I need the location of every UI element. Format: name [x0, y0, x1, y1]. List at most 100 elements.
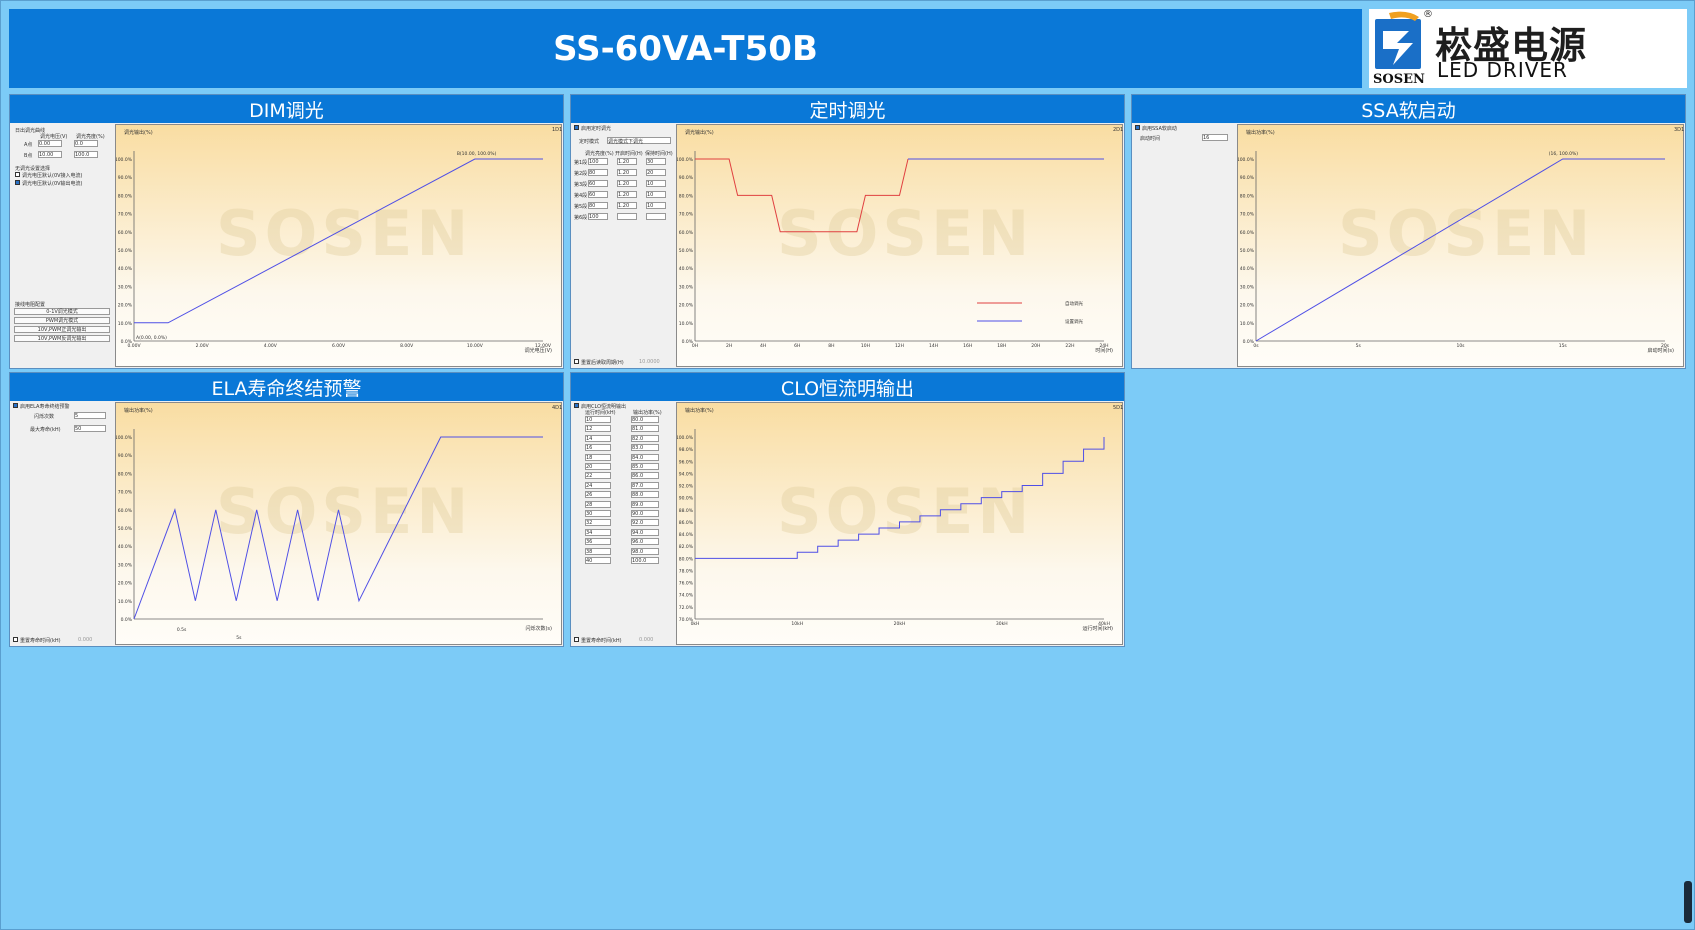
y-tick-label: 70.0% — [1240, 212, 1255, 218]
mode-button-2[interactable]: PWM调光模式 — [14, 317, 110, 324]
radio-option-1[interactable] — [15, 172, 20, 177]
point-a-percent[interactable]: 0.0 — [74, 140, 98, 147]
y-tick-label: 0.0% — [121, 617, 133, 623]
y-tick-label: 92.0% — [679, 484, 694, 490]
segment-start[interactable]: 1.20 — [617, 191, 637, 198]
reset-checkbox[interactable] — [574, 637, 579, 642]
clo-power-input[interactable]: 90.0 — [631, 510, 659, 517]
segment-brightness[interactable]: 60 — [588, 180, 608, 187]
clo-power-input[interactable]: 89.0 — [631, 500, 659, 508]
clo-power-input[interactable]: 82.0 — [631, 434, 659, 442]
clo-power-input[interactable]: 86.0 — [631, 472, 659, 480]
y-tick-label: 90.0% — [1240, 175, 1255, 181]
legend-label: 自动调光 — [1065, 300, 1083, 307]
point-a-voltage[interactable]: 0.00 — [38, 140, 62, 147]
segment-brightness[interactable]: 60 — [588, 191, 608, 198]
segment-hold[interactable]: 10 — [646, 202, 666, 209]
time-input[interactable]: 16 — [1202, 134, 1228, 141]
clo-time-input[interactable]: 28 — [585, 500, 611, 508]
clo-time-input[interactable]: 18 — [585, 453, 611, 461]
segment-hold[interactable] — [646, 213, 666, 220]
chart-plot-ssa: SOSEN 输出功率(%) 3D1 启动时间(s) 0.0% 10.0% 20.0% 30.… — [1237, 124, 1684, 367]
clo-power-input[interactable]: 96.0 — [631, 538, 659, 546]
panel-clo: CLO恒流明输出 启用CLO恒流明输出 运行时间(kH) 输出功率(%) 10 … — [570, 372, 1125, 647]
clo-time-input[interactable]: 38 — [585, 547, 611, 555]
x-tick-label: 18H — [997, 343, 1006, 349]
y-tick-label: 40.0% — [118, 544, 133, 550]
enable-checkbox[interactable] — [574, 403, 579, 408]
segment-start[interactable]: 1.20 — [617, 158, 637, 165]
chart-annotation: B(10.00, 100.0%) — [457, 151, 497, 157]
series-line — [134, 158, 543, 324]
y-tick-label: 60.0% — [118, 230, 133, 236]
mode-select[interactable]: 调光模式下调光 — [607, 137, 671, 145]
mode-button-3[interactable]: 10V,PWM正调光输出 — [14, 326, 110, 333]
clo-power-input[interactable]: 83.0 — [631, 444, 659, 452]
col-label: 调光电压(V) — [40, 134, 68, 140]
clo-time-input[interactable]: 20 — [585, 463, 611, 470]
clo-power-input[interactable]: 85.0 — [631, 463, 659, 470]
clo-power-input[interactable]: 94.0 — [631, 528, 659, 536]
clo-time-input[interactable]: 32 — [585, 519, 611, 527]
y-tick-label: 20.0% — [118, 581, 133, 587]
enable-checkbox[interactable] — [574, 125, 579, 130]
segment-hold[interactable]: 30 — [646, 158, 666, 165]
life-input[interactable]: 50 — [74, 425, 106, 432]
segment-start[interactable] — [617, 213, 637, 220]
y-tick-label: 90.0% — [118, 453, 133, 459]
panel-title: CLO恒流明输出 — [571, 373, 1124, 401]
clo-power-input[interactable]: 88.0 — [631, 491, 659, 499]
clo-power-input[interactable]: 98.0 — [631, 547, 659, 555]
scrollbar-thumb[interactable] — [1684, 881, 1692, 923]
segment-brightness[interactable]: 80 — [588, 202, 608, 209]
segment-hold[interactable]: 10 — [646, 180, 666, 187]
y-tick-label: 72.0% — [679, 605, 694, 611]
count-input[interactable]: 5 — [74, 412, 106, 419]
segment-start[interactable]: 1.20 — [617, 169, 637, 176]
segment-hold[interactable]: 10 — [646, 191, 666, 198]
y-tick-label: 30.0% — [1240, 284, 1255, 290]
enable-checkbox[interactable] — [13, 403, 18, 408]
clo-power-input[interactable]: 84.0 — [631, 453, 659, 461]
chart-svg: 输出功率(%) 4D1 闪烁次数(s) 0.0% 10.0% 20.0% 30.0% 40.0… — [116, 405, 562, 641]
point-b-percent[interactable]: 100.0 — [74, 151, 98, 158]
y-tick-label: 94.0% — [679, 471, 694, 477]
clo-power-input[interactable]: 81.0 — [631, 425, 659, 433]
clo-time-input[interactable]: 30 — [585, 510, 611, 517]
reset-checkbox[interactable] — [574, 359, 579, 364]
segment-brightness[interactable]: 100 — [588, 158, 608, 165]
mode-button-1[interactable]: 0-1V调光模式 — [14, 308, 110, 315]
clo-power-input[interactable]: 92.0 — [631, 519, 659, 527]
y-tick-label: 50.0% — [118, 248, 133, 254]
point-b-voltage[interactable]: 10.00 — [38, 151, 62, 158]
y-tick-label: 30.0% — [118, 562, 133, 568]
mode-button-4[interactable]: 10V,PWM反调光输出 — [14, 335, 110, 342]
reset-checkbox[interactable] — [13, 637, 18, 642]
segment-start[interactable]: 1.20 — [617, 180, 637, 187]
clo-power-input[interactable]: 87.0 — [631, 481, 659, 489]
clo-time-input[interactable]: 16 — [585, 444, 611, 452]
clo-power-input[interactable]: 100.0 — [631, 557, 659, 564]
clo-time-input[interactable]: 34 — [585, 528, 611, 536]
clo-time-input[interactable]: 14 — [585, 434, 611, 442]
segment-hold[interactable]: 20 — [646, 169, 666, 176]
clo-power-input[interactable]: 80.0 — [631, 416, 659, 423]
enable-label: 启用定时调光 — [581, 126, 612, 132]
segment-brightness[interactable]: 80 — [588, 169, 608, 176]
enable-checkbox[interactable] — [1135, 125, 1140, 130]
clo-time-input[interactable]: 36 — [585, 538, 611, 546]
clo-time-input[interactable]: 26 — [585, 491, 611, 499]
clo-time-input[interactable]: 10 — [585, 416, 611, 423]
clo-time-input[interactable]: 22 — [585, 472, 611, 480]
y-tick-label: 100.0% — [116, 157, 133, 163]
panel-ela: ELA寿命终结预警 启用ELA寿命终结预警 闪烁次数 5 最大寿命(kH) 50… — [9, 372, 564, 647]
x-tick-label: 20kH — [894, 621, 906, 627]
clo-time-input[interactable]: 24 — [585, 481, 611, 489]
brand-tagline: LED DRIVER — [1437, 58, 1568, 82]
segment-brightness[interactable]: 100 — [588, 213, 608, 220]
radio-option-2[interactable] — [15, 180, 20, 185]
y-tick-label: 82.0% — [679, 544, 694, 550]
clo-time-input[interactable]: 40 — [585, 557, 611, 564]
segment-start[interactable]: 1.20 — [617, 202, 637, 209]
clo-time-input[interactable]: 12 — [585, 425, 611, 433]
